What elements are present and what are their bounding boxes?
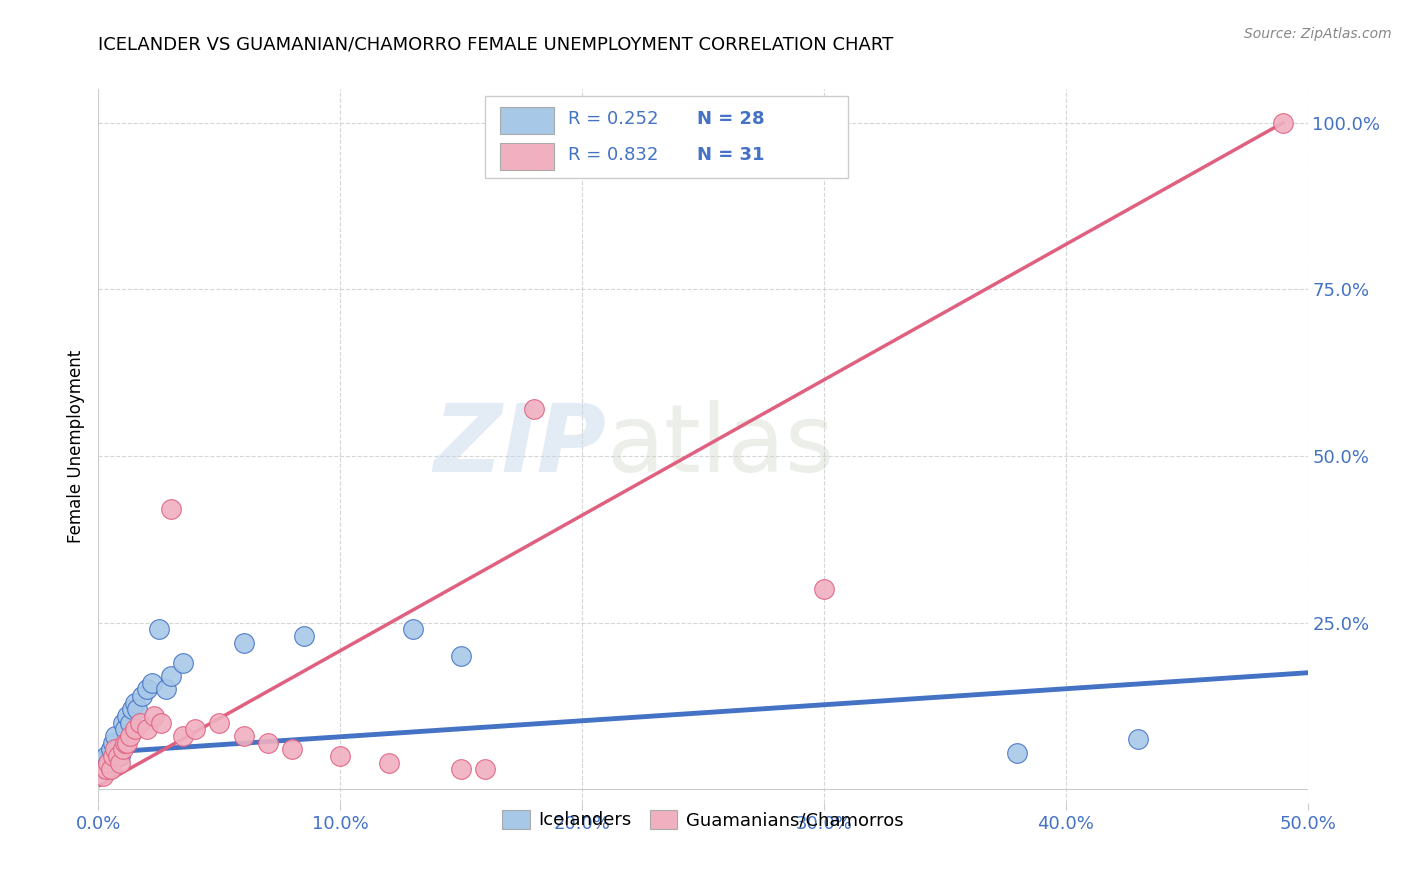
FancyBboxPatch shape xyxy=(501,143,554,169)
Point xyxy=(813,582,835,597)
Point xyxy=(172,656,194,670)
Point xyxy=(232,729,254,743)
Y-axis label: Female Unemployment: Female Unemployment xyxy=(66,350,84,542)
Point xyxy=(135,682,157,697)
Point xyxy=(292,629,315,643)
Point xyxy=(124,696,146,710)
Point xyxy=(172,729,194,743)
Point xyxy=(91,769,114,783)
Point xyxy=(107,742,129,756)
Point xyxy=(1128,732,1150,747)
Point xyxy=(117,736,139,750)
Point xyxy=(124,723,146,737)
Text: R = 0.832: R = 0.832 xyxy=(568,146,658,164)
Point xyxy=(94,763,117,777)
Point xyxy=(377,756,399,770)
Point xyxy=(141,675,163,690)
Point xyxy=(281,742,304,756)
Text: atlas: atlas xyxy=(606,400,835,492)
Point xyxy=(1272,115,1295,129)
Point xyxy=(184,723,207,737)
Point xyxy=(135,723,157,737)
Legend: Icelanders, Guamanians/Chamorros: Icelanders, Guamanians/Chamorros xyxy=(495,803,911,837)
Point xyxy=(118,729,141,743)
Point xyxy=(160,502,183,516)
Point xyxy=(256,736,278,750)
Point xyxy=(104,742,127,756)
Point xyxy=(97,756,120,770)
Point xyxy=(127,702,149,716)
Point xyxy=(114,736,136,750)
Point xyxy=(155,682,177,697)
Point xyxy=(107,749,129,764)
Point xyxy=(100,742,122,756)
Point xyxy=(117,709,139,723)
Point xyxy=(94,749,117,764)
FancyBboxPatch shape xyxy=(485,96,848,178)
Point xyxy=(108,749,131,764)
Point xyxy=(150,715,173,730)
Point xyxy=(97,756,120,770)
Point xyxy=(111,715,134,730)
Text: ICELANDER VS GUAMANIAN/CHAMORRO FEMALE UNEMPLOYMENT CORRELATION CHART: ICELANDER VS GUAMANIAN/CHAMORRO FEMALE U… xyxy=(98,36,894,54)
Point xyxy=(101,749,124,764)
Point xyxy=(131,689,153,703)
Text: R = 0.252: R = 0.252 xyxy=(568,111,658,128)
Point xyxy=(101,736,124,750)
Point xyxy=(523,402,546,417)
Point xyxy=(108,756,131,770)
Point xyxy=(118,715,141,730)
Point xyxy=(208,715,231,730)
Point xyxy=(450,649,472,664)
Text: N = 28: N = 28 xyxy=(697,111,765,128)
Point xyxy=(402,623,425,637)
Point xyxy=(91,763,114,777)
Point xyxy=(121,702,143,716)
Point xyxy=(111,742,134,756)
Point xyxy=(100,763,122,777)
Point xyxy=(128,715,150,730)
Text: Source: ZipAtlas.com: Source: ZipAtlas.com xyxy=(1244,27,1392,41)
Point xyxy=(148,623,170,637)
Point xyxy=(329,749,352,764)
Text: N = 31: N = 31 xyxy=(697,146,765,164)
Point xyxy=(104,729,127,743)
Point xyxy=(232,636,254,650)
Point xyxy=(114,723,136,737)
Point xyxy=(160,669,183,683)
Point xyxy=(143,709,166,723)
Point xyxy=(474,763,496,777)
Point xyxy=(1007,746,1029,760)
Text: ZIP: ZIP xyxy=(433,400,606,492)
Point xyxy=(450,763,472,777)
FancyBboxPatch shape xyxy=(501,107,554,134)
